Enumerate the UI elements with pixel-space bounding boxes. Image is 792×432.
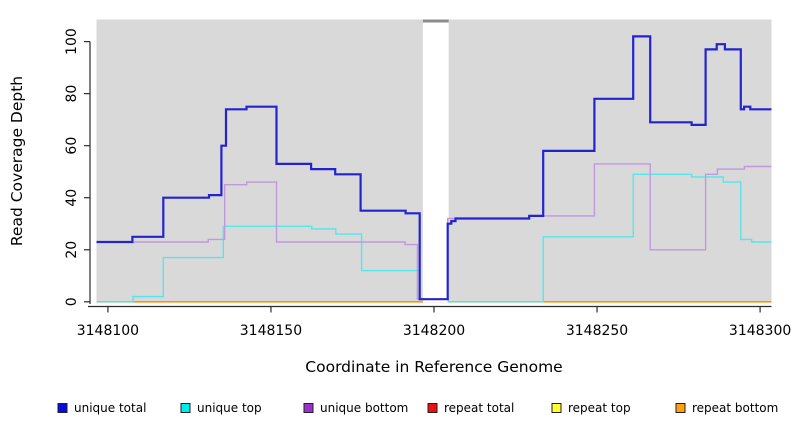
legend-swatch-unique-bottom: [303, 403, 314, 413]
x-tick-label: 3148250: [566, 323, 628, 339]
coverage-gap-band: [422, 22, 449, 303]
legend-label: repeat top: [568, 401, 631, 415]
legend-item: repeat total: [427, 401, 514, 415]
y-tick-label: 0: [64, 297, 80, 306]
legend-swatch-unique-top: [180, 403, 191, 413]
y-tick-label: 40: [64, 189, 80, 207]
legend-swatch-repeat-top: [551, 403, 562, 413]
legend-label: unique top: [197, 401, 262, 415]
legend-label: unique total: [74, 401, 146, 415]
legend-item: repeat bottom: [675, 401, 778, 415]
legend-item: unique bottom: [303, 401, 408, 415]
legend-swatch-repeat-total: [427, 403, 438, 413]
y-tick-label: 80: [64, 85, 80, 103]
coverage-gap-band-cap: [422, 19, 449, 23]
x-axis-title: Coordinate in Reference Genome: [305, 358, 562, 376]
legend-item: unique top: [180, 401, 262, 415]
x-tick-label: 3148100: [77, 323, 139, 339]
legend-label: unique bottom: [320, 401, 408, 415]
legend-swatch-repeat-bottom: [675, 403, 686, 413]
legend-label: repeat bottom: [692, 401, 778, 415]
legend-item: unique total: [57, 401, 146, 415]
legend-item: repeat top: [551, 401, 631, 415]
x-tick-label: 3148200: [403, 323, 465, 339]
series-line-unique-total: [96, 35, 772, 301]
y-tick-label: 20: [64, 241, 80, 259]
y-tick-label: 60: [64, 137, 80, 155]
x-tick-label: 3148300: [729, 323, 791, 339]
y-tick-label: 100: [64, 28, 80, 55]
legend-swatch-unique-total: [57, 403, 68, 413]
legend-label: repeat total: [444, 401, 514, 415]
x-tick-label: 3148150: [240, 323, 302, 339]
y-axis-title: Read Coverage Depth: [8, 76, 26, 246]
